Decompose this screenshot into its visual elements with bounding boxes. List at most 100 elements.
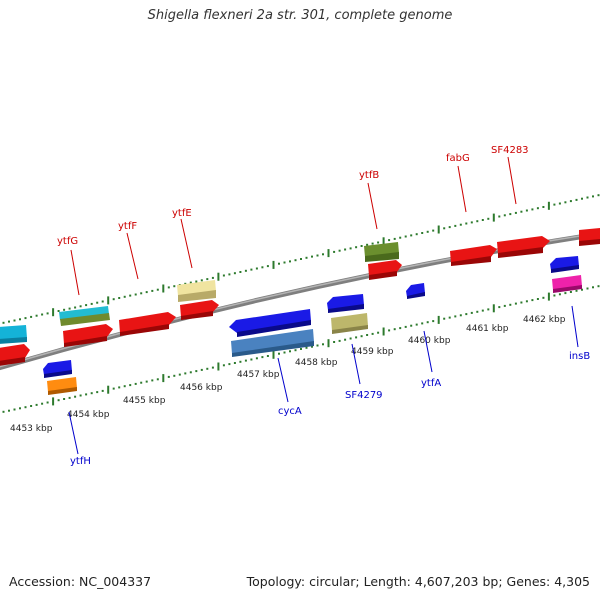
feature-cds-red-edge[interactable] xyxy=(579,228,600,246)
feature-ytfG-inner[interactable] xyxy=(63,324,113,347)
ruler-major-tick xyxy=(162,284,165,293)
ruler-minor-tick xyxy=(459,223,462,226)
ruler-minor-tick xyxy=(123,295,126,298)
ruler-minor-tick xyxy=(503,214,506,217)
feature-ytfE-inner[interactable] xyxy=(180,300,219,320)
ruler-minor-tick xyxy=(454,224,457,227)
ruler-minor-tick xyxy=(564,201,567,204)
ruler-minor-tick xyxy=(399,236,402,239)
gene-label-forward: ytfE xyxy=(172,208,192,219)
ruler-minor-tick xyxy=(592,286,594,289)
kbp-label: 4461 kbp xyxy=(466,324,509,334)
ruler-minor-tick xyxy=(195,280,198,283)
ruler-minor-tick xyxy=(426,321,429,324)
ruler-minor-tick xyxy=(129,294,132,297)
feature-fabG[interactable] xyxy=(450,245,497,266)
ruler-minor-tick xyxy=(520,301,523,304)
feature-cycA-2[interactable] xyxy=(231,329,314,357)
ruler-minor-tick xyxy=(101,389,104,392)
ruler-minor-tick xyxy=(371,242,374,245)
feature-ytfG-outer[interactable] xyxy=(59,306,110,326)
ruler-minor-tick xyxy=(294,259,297,262)
ruler-minor-tick xyxy=(178,373,181,376)
ruler-minor-tick xyxy=(487,217,490,220)
ruler-minor-tick xyxy=(283,351,286,354)
callout-line xyxy=(126,232,139,280)
kbp-label: 4454 kbp xyxy=(67,410,110,420)
ruler-minor-tick xyxy=(239,271,242,273)
ruler-minor-tick xyxy=(134,293,137,296)
kbp-label: 4460 kbp xyxy=(408,336,451,346)
ruler-minor-tick xyxy=(377,241,380,244)
ruler-minor-tick xyxy=(24,406,27,409)
ruler-minor-tick xyxy=(360,245,363,247)
ruler-minor-tick xyxy=(57,310,60,312)
feature-ytfH-2[interactable] xyxy=(47,377,77,395)
ruler-minor-tick xyxy=(470,311,473,314)
ruler-minor-tick xyxy=(432,229,435,232)
feature-ytfH-1[interactable] xyxy=(43,360,72,378)
ruler-minor-tick xyxy=(189,371,192,374)
ruler-minor-tick xyxy=(404,235,407,238)
feature-insB-2[interactable] xyxy=(552,275,582,293)
ruler-minor-tick xyxy=(592,195,594,198)
ruler-minor-tick xyxy=(173,374,176,377)
ruler-minor-tick xyxy=(498,306,501,309)
ruler-minor-tick xyxy=(338,339,341,342)
callout-line xyxy=(571,305,579,348)
callout-line xyxy=(277,357,289,403)
callout-line xyxy=(68,411,79,455)
ruler-minor-tick xyxy=(575,289,578,292)
ruler-minor-tick xyxy=(74,306,77,309)
ruler-minor-tick xyxy=(266,265,269,268)
ruler-minor-tick xyxy=(459,314,462,317)
ruler-minor-tick xyxy=(597,285,600,288)
ruler-minor-tick xyxy=(211,276,214,279)
ruler-minor-tick xyxy=(206,367,209,370)
ruler-minor-tick xyxy=(151,379,154,382)
feature-ytfE-outer[interactable] xyxy=(177,280,216,302)
callout-line xyxy=(457,165,467,213)
feature-SF4279-2[interactable] xyxy=(331,313,368,334)
ruler-minor-tick xyxy=(266,355,269,357)
feature-SF4279-1[interactable] xyxy=(327,294,364,313)
kbp-label: 4456 kbp xyxy=(180,383,223,393)
feature-cds-teal[interactable] xyxy=(0,325,27,344)
feature-ytfA[interactable] xyxy=(406,283,425,299)
ruler-minor-tick xyxy=(569,291,572,293)
ruler-minor-tick xyxy=(239,360,242,363)
ruler-minor-tick xyxy=(151,289,154,292)
ruler-minor-tick xyxy=(222,274,225,277)
callout-line xyxy=(180,218,193,269)
ruler-minor-tick xyxy=(300,258,302,260)
ruler-minor-tick xyxy=(278,262,280,265)
ruler-major-tick xyxy=(52,308,55,317)
feature-SF4283[interactable] xyxy=(497,236,550,258)
ruler-minor-tick xyxy=(57,399,60,402)
gene-label-reverse: cycA xyxy=(278,406,302,417)
feature-insB-1[interactable] xyxy=(550,256,579,273)
ruler-minor-tick xyxy=(476,220,479,223)
ruler-minor-tick xyxy=(421,232,424,234)
ruler-minor-tick xyxy=(206,278,209,281)
ruler-minor-tick xyxy=(184,282,187,285)
ruler-minor-tick xyxy=(35,403,38,406)
gene-label-forward: fabG xyxy=(446,153,470,164)
ruler-minor-tick xyxy=(388,239,391,242)
feature-ytfB-outer[interactable] xyxy=(364,242,399,262)
ruler-minor-tick xyxy=(145,291,148,294)
feature-ytfB-inner[interactable] xyxy=(368,260,402,280)
ruler-minor-tick xyxy=(355,336,358,339)
ruler-minor-tick xyxy=(349,337,352,340)
feature-cycA-1[interactable] xyxy=(229,309,311,337)
ruler-minor-tick xyxy=(487,308,490,311)
ruler-minor-tick xyxy=(349,247,352,250)
forward-ruler xyxy=(2,194,600,324)
ruler-major-tick xyxy=(107,296,110,305)
feature-ytfF[interactable] xyxy=(119,312,176,336)
feature-cds-red-left[interactable] xyxy=(0,344,30,366)
ruler-minor-tick xyxy=(200,368,203,371)
ruler-minor-tick xyxy=(305,256,308,259)
ruler-minor-tick xyxy=(355,246,358,249)
